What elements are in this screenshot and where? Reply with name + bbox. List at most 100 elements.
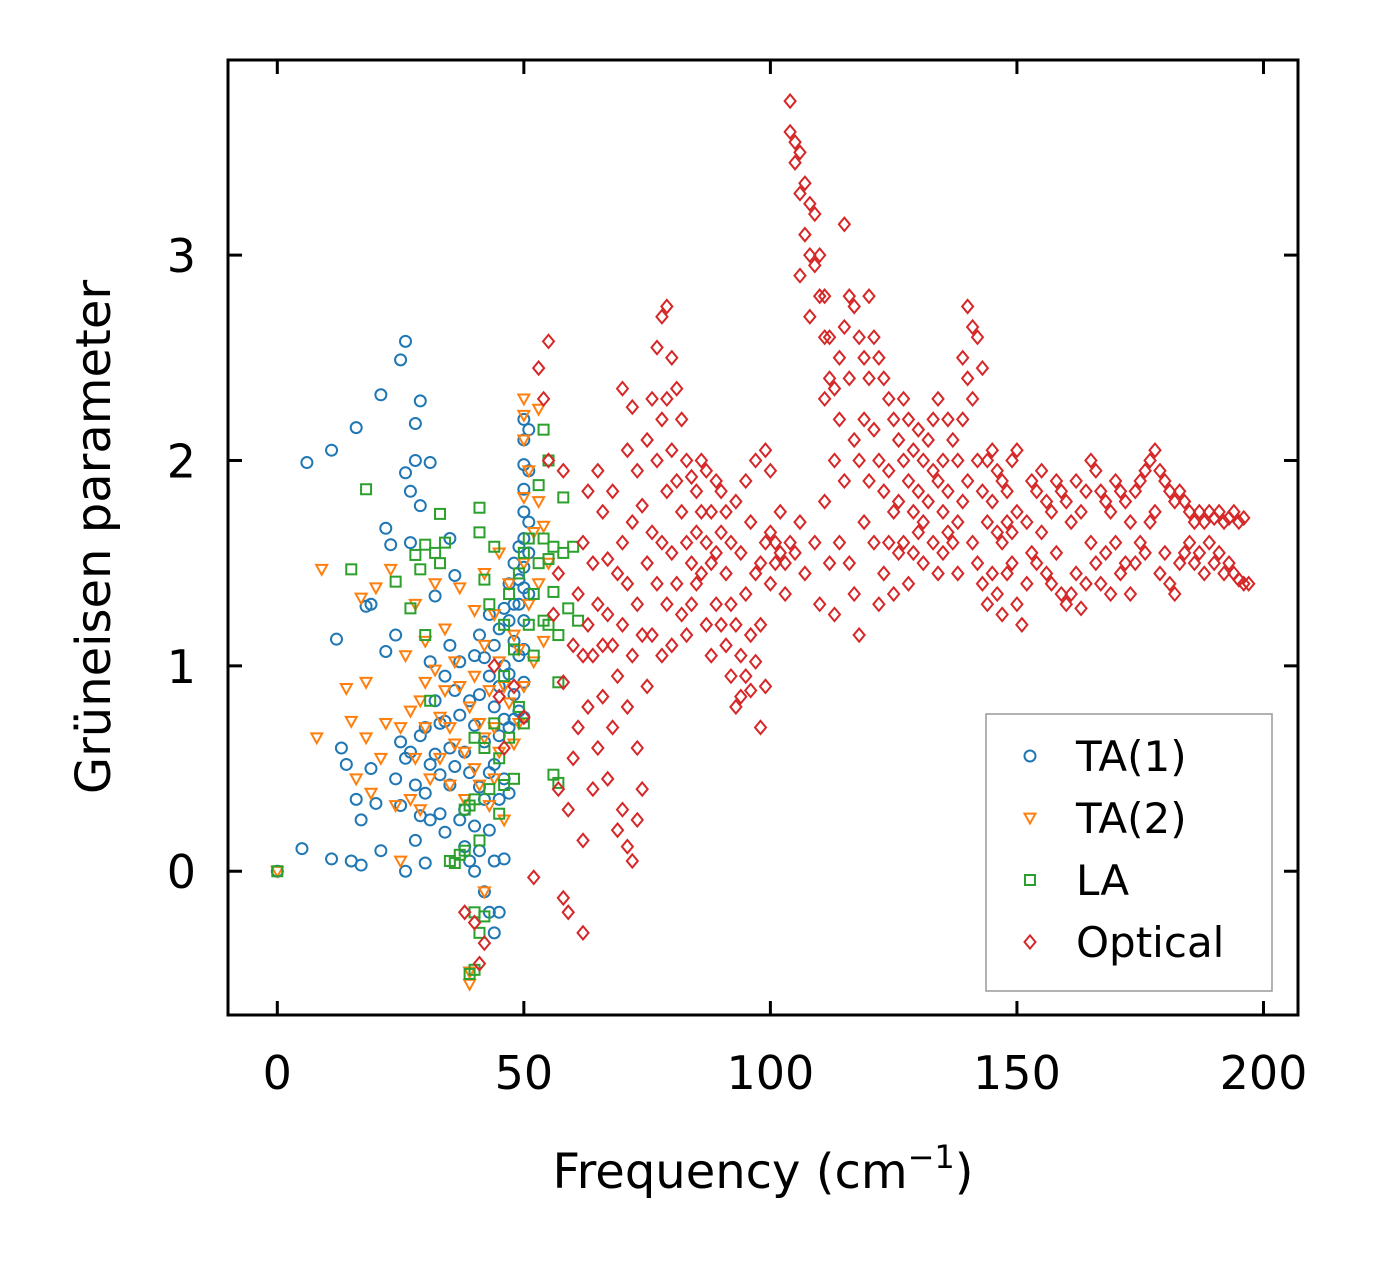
data-point <box>576 832 590 849</box>
data-point <box>418 676 433 690</box>
data-point <box>960 472 975 490</box>
data-point <box>398 650 413 664</box>
data-point <box>734 544 748 562</box>
data-point <box>970 452 985 469</box>
data-point <box>950 513 965 531</box>
data-point <box>482 823 496 837</box>
data-point <box>561 801 576 818</box>
data-point <box>567 540 580 553</box>
data-point <box>748 565 763 582</box>
data-point <box>552 676 565 689</box>
data-point <box>985 493 1000 510</box>
data-point <box>463 854 477 868</box>
data-point <box>630 811 645 829</box>
data-point <box>1049 472 1064 490</box>
data-point <box>527 649 540 662</box>
data-point <box>1202 534 1217 551</box>
data-point <box>1182 503 1197 520</box>
data-point <box>517 709 531 726</box>
data-point <box>344 715 359 729</box>
data-point <box>936 544 950 562</box>
x-tick-label: 50 <box>495 1046 554 1100</box>
data-point <box>857 411 871 428</box>
data-point <box>837 216 852 233</box>
data-point <box>877 565 891 582</box>
data-point <box>1197 513 1212 531</box>
data-point <box>645 390 659 408</box>
data-point <box>1020 513 1034 531</box>
data-point <box>655 534 669 551</box>
data-point <box>349 792 363 806</box>
data-point <box>536 520 551 534</box>
data-point <box>926 462 940 479</box>
data-point <box>353 592 369 606</box>
data-point <box>433 807 447 821</box>
data-point <box>556 674 571 691</box>
data-point <box>1143 513 1157 531</box>
data-point <box>946 431 960 449</box>
data-point <box>478 742 491 755</box>
data-point <box>620 698 635 716</box>
data-point <box>605 637 620 654</box>
data-point <box>512 700 525 713</box>
data-point <box>374 388 388 402</box>
data-point <box>605 719 620 736</box>
data-point <box>501 578 517 592</box>
data-point <box>1212 544 1226 562</box>
data-point <box>408 778 422 792</box>
data-point <box>1084 452 1098 469</box>
data-point <box>793 267 807 284</box>
data-point <box>349 421 363 435</box>
data-point <box>532 557 545 570</box>
data-point <box>1217 513 1231 531</box>
data-point <box>488 717 501 730</box>
data-point <box>517 546 530 559</box>
data-point <box>1049 544 1064 562</box>
data-point <box>541 452 556 469</box>
data-point <box>1222 555 1236 572</box>
data-point <box>694 452 709 469</box>
data-point <box>827 452 842 469</box>
data-point <box>438 669 452 683</box>
data-point <box>630 739 645 757</box>
data-point <box>1084 534 1098 551</box>
data-point <box>877 370 891 387</box>
data-point <box>798 175 812 192</box>
data-point <box>379 644 393 658</box>
data-point <box>388 800 403 814</box>
data-point <box>872 596 886 613</box>
data-point <box>1039 493 1054 510</box>
data-point <box>413 804 428 818</box>
data-point <box>497 739 511 757</box>
data-point <box>477 732 492 746</box>
data-point <box>881 462 896 479</box>
data-point <box>857 349 871 366</box>
data-point <box>1138 462 1152 479</box>
data-point <box>1079 575 1093 592</box>
data-point <box>576 924 590 942</box>
data-point <box>271 865 284 878</box>
data-point <box>975 483 990 500</box>
data-point <box>862 288 876 305</box>
data-point <box>990 462 1005 479</box>
legend: TA(1) TA(2) LA Optical <box>985 713 1273 992</box>
data-point <box>867 534 881 551</box>
data-point <box>886 411 901 428</box>
data-point <box>591 739 605 757</box>
data-point <box>522 618 535 631</box>
data-point <box>857 513 871 531</box>
data-point <box>975 575 990 592</box>
data-point <box>1123 585 1138 603</box>
data-point <box>1034 462 1049 479</box>
data-point <box>941 524 955 541</box>
data-point <box>615 534 630 551</box>
data-point <box>453 655 467 669</box>
data-point <box>1236 575 1251 592</box>
data-point <box>581 698 595 716</box>
data-point <box>955 493 970 510</box>
data-point <box>1172 555 1187 572</box>
data-point <box>674 411 689 428</box>
legend-marker <box>1022 812 1038 826</box>
data-point <box>354 858 368 872</box>
data-point <box>339 757 353 771</box>
